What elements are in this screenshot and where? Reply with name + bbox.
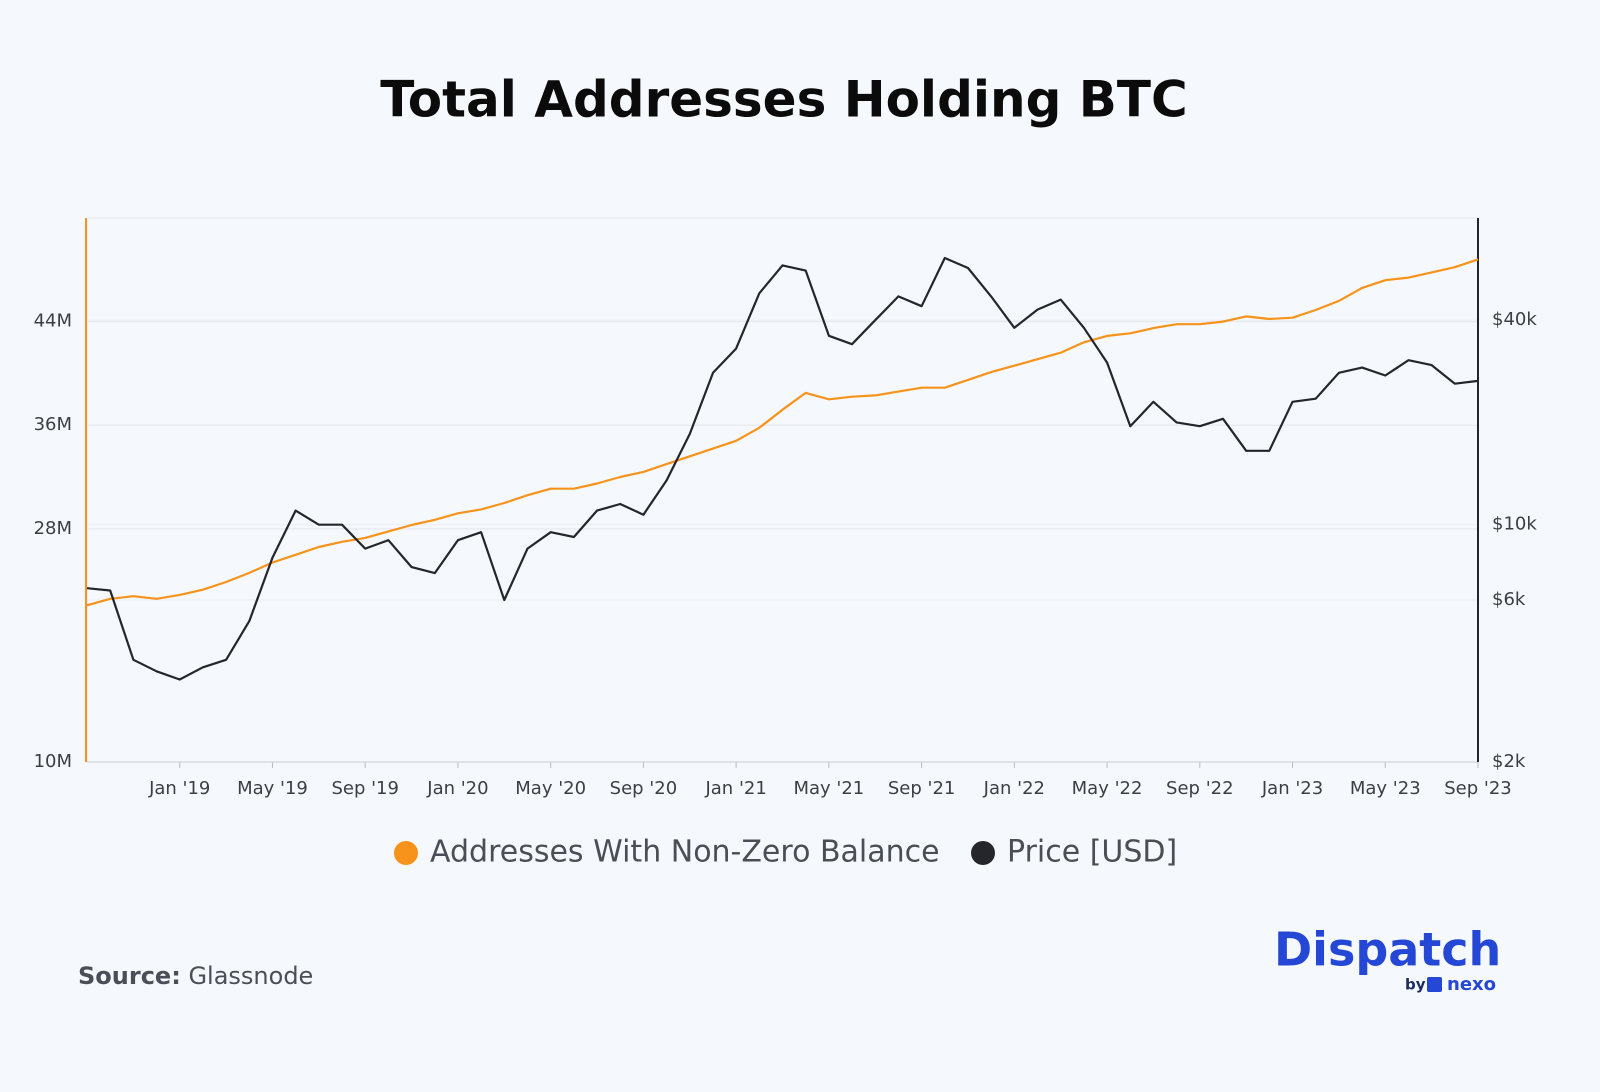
logo-icon	[1427, 977, 1442, 992]
logo: Dispatch	[1274, 923, 1501, 977]
x-tick-label: Jan '23	[1261, 778, 1323, 799]
logo-partner: nexo	[1447, 974, 1496, 995]
source: Source: Glassnode	[78, 962, 313, 990]
x-tick-label: Jan '22	[983, 778, 1045, 799]
x-tick-label: Sep '20	[610, 778, 678, 799]
legend-marker	[971, 841, 995, 865]
x-tick-label: May '19	[237, 778, 308, 799]
source-label: Source:	[78, 962, 181, 990]
x-tick-label: May '20	[515, 778, 586, 799]
legend-marker	[394, 841, 418, 865]
x-tick-label: Jan '20	[426, 778, 488, 799]
y2-tick-label: $40k	[1492, 309, 1537, 330]
plot-area	[86, 217, 1479, 763]
x-tick-label: Jan '21	[704, 778, 766, 799]
y2-tick-label: $10k	[1492, 514, 1537, 535]
x-tick-label: Sep '22	[1166, 778, 1234, 799]
series-line	[86, 258, 1479, 607]
y2-tick-label: $2k	[1492, 751, 1526, 772]
y2-tick-label: $6k	[1492, 589, 1526, 610]
chart-title: Total Addresses Holding BTC	[380, 71, 1187, 129]
logo-by: by	[1405, 976, 1426, 994]
legend-label: Price [USD]	[1007, 835, 1177, 870]
x-tick-label: Sep '23	[1444, 778, 1512, 799]
legend-label: Addresses With Non-Zero Balance	[430, 835, 940, 870]
x-tick-label: May '23	[1350, 778, 1421, 799]
y-tick-label: 10M	[34, 751, 72, 772]
y-tick-label: 28M	[34, 518, 72, 539]
x-tick-label: Sep '19	[331, 778, 399, 799]
x-tick-label: May '22	[1072, 778, 1143, 799]
x-tick-label: Sep '21	[888, 778, 956, 799]
y-tick-label: 44M	[34, 311, 72, 332]
y-tick-label: 36M	[34, 414, 72, 435]
x-tick-label: May '21	[793, 778, 864, 799]
x-tick-label: Jan '19	[148, 778, 210, 799]
source-name: Glassnode	[188, 962, 313, 990]
series-line	[86, 256, 1479, 681]
